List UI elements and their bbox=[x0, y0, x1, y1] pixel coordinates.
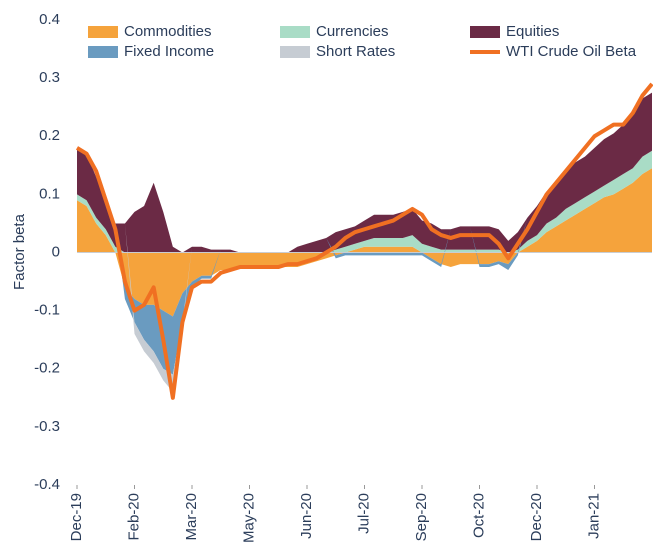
y-tick-label: 0.4 bbox=[39, 11, 60, 28]
x-tick-label: Jan-21 bbox=[585, 493, 602, 539]
legend-label: Fixed Income bbox=[124, 43, 214, 60]
legend-swatch bbox=[470, 26, 500, 38]
y-tick-label: -0.2 bbox=[34, 360, 60, 377]
x-tick-label: Jul-20 bbox=[355, 493, 372, 534]
y-tick-label: -0.1 bbox=[34, 302, 60, 319]
y-tick-label: 0 bbox=[52, 243, 60, 260]
legend-label: Currencies bbox=[316, 23, 389, 40]
area bbox=[77, 92, 652, 253]
y-tick-label: -0.4 bbox=[34, 476, 60, 493]
legend-label: WTI Crude Oil Beta bbox=[506, 43, 637, 60]
x-tick-label: Jun-20 bbox=[298, 493, 315, 539]
y-tick-label: 0.2 bbox=[39, 127, 60, 144]
x-tick-label: May-20 bbox=[240, 493, 257, 543]
x-tick-label: Sep-20 bbox=[413, 493, 430, 541]
x-tick-label: Feb-20 bbox=[125, 493, 142, 541]
legend-label: Equities bbox=[506, 23, 559, 40]
legend-swatch bbox=[280, 26, 310, 38]
y-tick-label: 0.1 bbox=[39, 185, 60, 202]
x-tick-label: Dec-20 bbox=[528, 493, 545, 541]
legend-swatch bbox=[280, 46, 310, 58]
legend-swatch bbox=[88, 26, 118, 38]
y-axis-label: Factor beta bbox=[11, 213, 28, 290]
legend-swatch bbox=[88, 46, 118, 58]
y-tick-label: -0.3 bbox=[34, 418, 60, 435]
legend-label: Commodities bbox=[124, 23, 212, 40]
line bbox=[75, 82, 653, 400]
y-tick-label: 0.3 bbox=[39, 69, 60, 86]
x-tick-label: Oct-20 bbox=[470, 493, 487, 538]
x-tick-label: Dec-19 bbox=[68, 493, 85, 541]
x-tick-label: Mar-20 bbox=[183, 493, 200, 541]
area bbox=[77, 168, 652, 317]
legend-label: Short Rates bbox=[316, 43, 395, 60]
